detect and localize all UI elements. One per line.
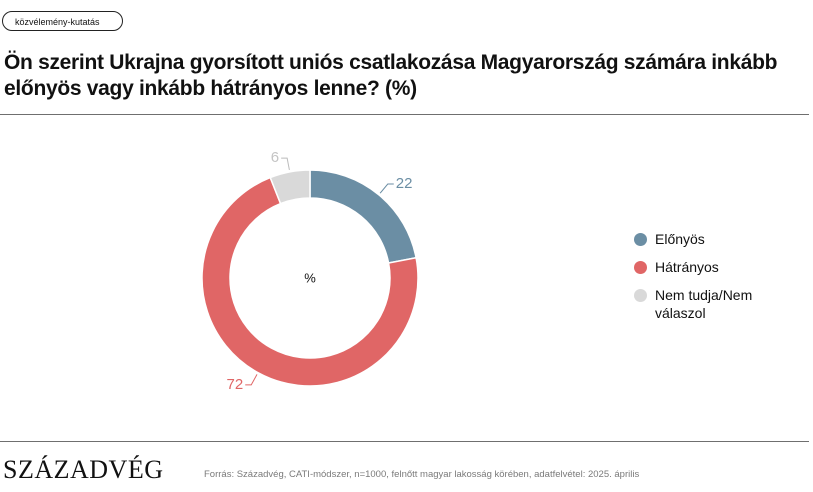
brand-logo: SZÁZADVÉG: [3, 455, 164, 484]
legend-item-1: Hátrányos: [634, 258, 804, 276]
legend-label-1: Hátrányos: [655, 259, 719, 275]
legend-label-0: Előnyös: [655, 231, 705, 247]
bottom-divider: [0, 441, 809, 442]
donut-slices: [201, 169, 419, 387]
legend-item-0: Előnyös: [634, 230, 804, 248]
legend-item-2: Nem tudja/Nem válaszol: [634, 286, 804, 322]
chart-title: Ön szerint Ukrajna gyorsított uniós csat…: [4, 51, 778, 100]
category-tag: közvélemény-kutatás: [2, 11, 123, 31]
donut-chart: 22 72 6 %: [201, 149, 419, 393]
top-divider: [0, 114, 809, 115]
label-leader-0: [379, 183, 394, 194]
data-labels: 22 72 6: [227, 149, 413, 393]
label-leader-2: [281, 157, 290, 171]
legend-swatch-1: [634, 261, 647, 274]
legend-swatch-0: [634, 233, 647, 246]
data-label-2: 6: [271, 149, 279, 166]
data-label-1: 72: [227, 376, 244, 393]
chart-legend: Előnyös Hátrányos Nem tudja/Nem válaszol: [634, 230, 804, 332]
data-label-0: 22: [396, 175, 413, 192]
legend-swatch-2: [634, 289, 647, 302]
donut-slice-1: [201, 176, 419, 387]
label-leader-1: [245, 374, 258, 386]
center-label: %: [304, 270, 316, 285]
source-note: Forrás: Századvég, CATI-módszer, n=1000,…: [204, 469, 640, 480]
donut-slice-2: [269, 169, 311, 205]
legend-label-2: Nem tudja/Nem válaszol: [655, 287, 753, 321]
